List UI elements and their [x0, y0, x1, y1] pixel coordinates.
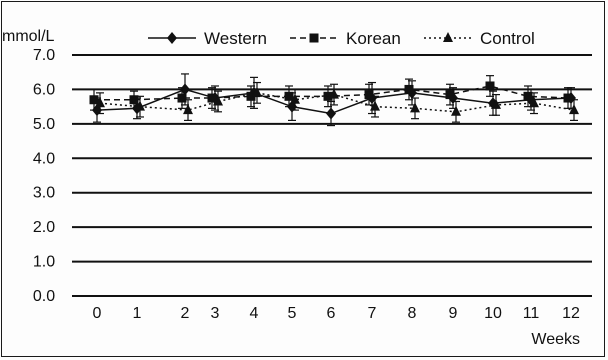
x-tick-label: 3 [211, 305, 220, 322]
korean-point [364, 90, 374, 100]
control-point [329, 88, 339, 99]
control-point [135, 100, 145, 111]
x-tick-label: 10 [484, 305, 502, 322]
control-point [370, 100, 380, 111]
series-control [95, 81, 579, 123]
korean-point [129, 95, 139, 105]
x-tick-label: 7 [368, 305, 377, 322]
legend-western-label: Western [204, 29, 267, 48]
x-tick-label: 1 [133, 305, 142, 322]
control-point [410, 102, 420, 113]
legend: Western Korean Control [148, 29, 535, 48]
western-point [326, 107, 336, 120]
control-point [213, 95, 223, 106]
y-axis-label: mmol/L [2, 28, 55, 45]
control-point [290, 93, 300, 104]
y-tick-label: 7.0 [33, 47, 55, 64]
control-point [252, 86, 262, 97]
legend-western-marker [167, 32, 177, 44]
series-korean [89, 75, 573, 111]
korean-point [177, 93, 187, 103]
korean-point [89, 95, 99, 105]
korean-point [563, 93, 573, 103]
korean-point [284, 91, 294, 101]
korean-point [323, 91, 333, 101]
x-tick-label: 6 [327, 305, 336, 322]
x-tick-label: 12 [562, 305, 580, 322]
y-tick-label: 5.0 [33, 116, 55, 133]
y-tick-label: 4.0 [33, 150, 55, 167]
legend-korean-label: Korean [346, 29, 401, 48]
x-tick-labels: 0 1 2 3 4 5 6 7 8 9 10 11 12 [93, 305, 580, 322]
control-point [183, 104, 193, 115]
x-tick-label: 8 [408, 305, 417, 322]
y-tick-label: 0.0 [33, 288, 55, 305]
y-tick-label: 6.0 [33, 81, 55, 98]
legend-control-marker [443, 32, 453, 42]
y-tick-labels: 0.0 1.0 2.0 3.0 4.0 5.0 6.0 7.0 [33, 47, 55, 305]
control-point [529, 97, 539, 108]
korean-point [207, 93, 217, 103]
korean-point [523, 91, 533, 101]
korean-point [246, 91, 256, 101]
y-tick-label: 1.0 [33, 254, 55, 271]
control-point [95, 97, 105, 108]
gridlines [72, 54, 592, 297]
x-tick-label: 11 [523, 305, 540, 322]
korean-point [445, 90, 455, 100]
control-point [569, 104, 579, 115]
x-tick-label: 9 [449, 305, 458, 322]
control-point [451, 105, 461, 116]
x-tick-label: 0 [93, 305, 102, 322]
legend-control-label: Control [480, 29, 535, 48]
legend-korean-marker [309, 33, 319, 43]
data-series [89, 73, 579, 127]
y-tick-label: 2.0 [33, 219, 55, 236]
korean-point [485, 81, 495, 91]
x-tick-label: 4 [250, 305, 259, 322]
y-tick-label: 3.0 [33, 185, 55, 202]
korean-point [404, 84, 414, 94]
x-tick-label: 2 [181, 305, 190, 322]
control-point [491, 98, 501, 109]
x-tick-label: 5 [288, 305, 297, 322]
x-axis-label: Weeks [531, 331, 580, 348]
